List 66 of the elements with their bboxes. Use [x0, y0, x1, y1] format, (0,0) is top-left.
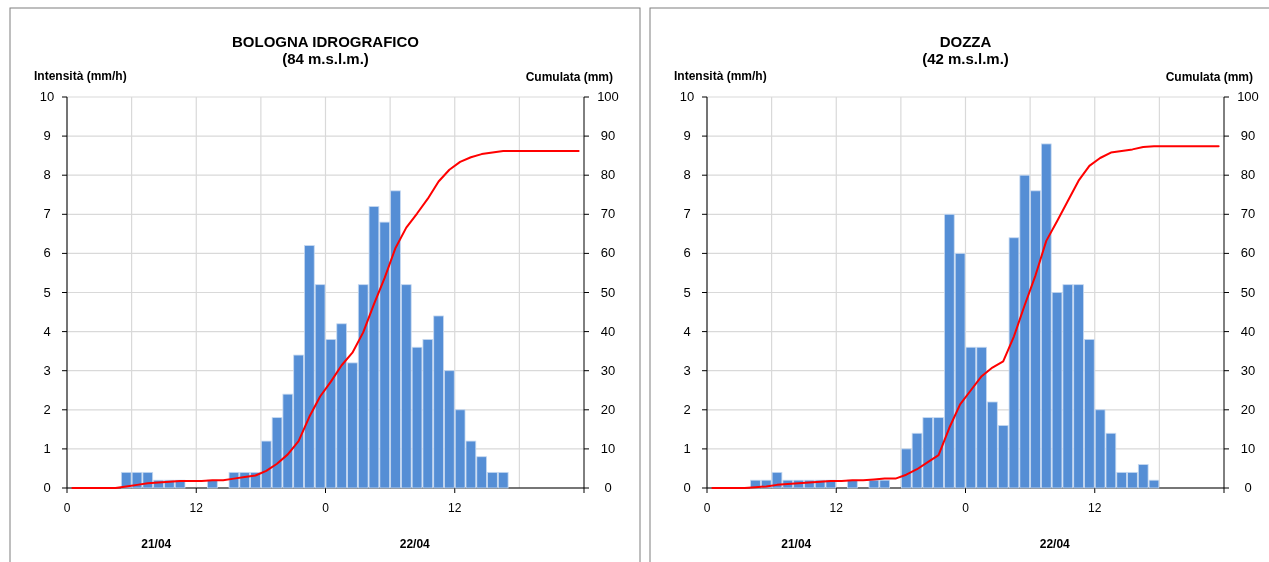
y2-axis-title: Cumulata (mm)	[525, 70, 613, 84]
y-tick-label: 2	[683, 401, 691, 417]
y-tick-label: 4	[683, 323, 691, 339]
x-tick-label: 0	[703, 501, 711, 515]
y2-tick-label: 70	[600, 206, 616, 222]
y2-tick-label: 100	[597, 89, 619, 104]
x-tick-label: 0	[962, 501, 970, 515]
y2-tick-label: 10	[1240, 440, 1256, 456]
y2-tick-label: 0	[604, 480, 612, 495]
y2-tick-label: 20	[600, 401, 616, 417]
y2-tick-label: 0	[1244, 480, 1252, 495]
y2-tick-label: 30	[1240, 362, 1256, 378]
y-tick-label: 10	[39, 89, 55, 104]
y-tick-label: 5	[43, 284, 51, 300]
line-series	[711, 145, 1220, 489]
x-tick-label: 0	[322, 501, 330, 515]
y-axis-title: Intensità (mm/h)	[674, 69, 767, 83]
x-tick-label: 12	[1088, 501, 1102, 515]
x-tick-label: 12	[829, 501, 844, 515]
y2-tick-label: 80	[1240, 167, 1256, 183]
text: 21/04	[781, 537, 812, 551]
y-tick-label: 9	[683, 128, 691, 144]
y2-tick-label: 100	[1237, 89, 1259, 104]
y-tick-label: 8	[683, 167, 691, 183]
line-series	[71, 149, 580, 489]
y-tick-label: 6	[683, 245, 691, 261]
y-tick-label: 1	[43, 440, 51, 456]
y-tick-label: 3	[43, 362, 51, 378]
y2-tick-label: 60	[1240, 245, 1256, 261]
y-tick-label: 8	[43, 167, 51, 183]
y2-tick-label: 50	[1240, 284, 1256, 300]
y-tick-label: 9	[43, 128, 51, 144]
y2-tick-label: 30	[600, 362, 616, 378]
text: 21/04	[141, 537, 172, 551]
chart-subtitle: (42 m.s.l.m.)	[922, 50, 1009, 67]
y2-tick-label: 40	[600, 323, 616, 339]
y2-tick-label: 50	[600, 284, 616, 300]
y-tick-label: 7	[683, 206, 691, 222]
y2-tick-label: 20	[1240, 401, 1256, 417]
y-tick-label: 0	[43, 480, 51, 495]
y2-tick-label: 90	[1240, 128, 1256, 144]
y2-axis-title: Cumulata (mm)	[1165, 70, 1253, 84]
y2-tick-label: 70	[1240, 206, 1256, 222]
y-axis-title: Intensità (mm/h)	[34, 69, 127, 83]
y2-tick-label: 10	[600, 440, 616, 456]
y2-tick-label: 40	[1240, 323, 1256, 339]
y-tick-label: 0	[683, 480, 691, 495]
y-tick-label: 3	[683, 362, 691, 378]
y-tick-label: 10	[679, 89, 695, 104]
chart-title: BOLOGNA IDROGRAFICO	[232, 33, 420, 50]
y-tick-label: 1	[683, 440, 691, 456]
chart-subtitle: (84 m.s.l.m.)	[282, 50, 369, 67]
x-tick-label: 12	[189, 501, 204, 515]
y2-tick-label: 90	[600, 128, 616, 144]
text: 22/04	[1039, 537, 1071, 551]
y2-tick-label: 60	[600, 245, 616, 261]
chart-title: DOZZA	[939, 33, 992, 50]
y-tick-label: 7	[43, 206, 51, 222]
y2-tick-label: 80	[600, 167, 616, 183]
x-tick-label: 0	[63, 501, 71, 515]
text: 22/04	[399, 537, 431, 551]
y-tick-label: 6	[43, 245, 51, 261]
x-tick-label: 12	[448, 501, 462, 515]
y-tick-label: 5	[683, 284, 691, 300]
y-tick-label: 4	[43, 323, 51, 339]
y-tick-label: 2	[43, 401, 51, 417]
